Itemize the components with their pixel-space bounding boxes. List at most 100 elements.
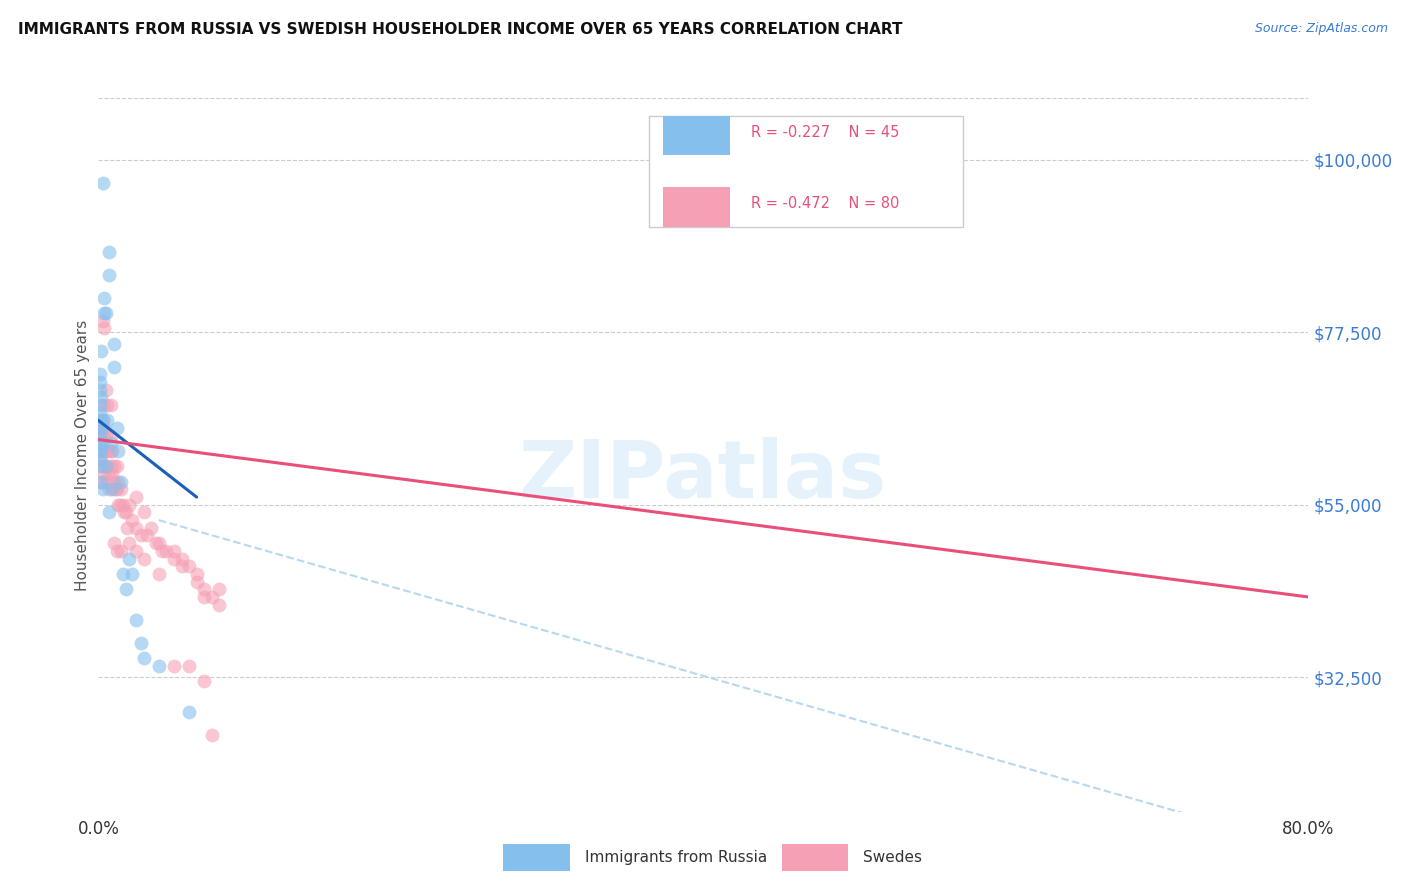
Point [186,566,208,581]
Point [100,444,122,458]
Point [103,359,125,374]
Point [112,506,135,520]
Point [91,313,114,327]
Point [129,528,152,542]
Point [90,444,112,458]
Point [186,574,208,589]
Point [193,582,215,597]
Point [105,483,128,497]
Point [89,444,111,458]
Point [105,544,128,558]
Point [125,613,148,627]
Point [89,451,111,466]
Point [96,459,118,474]
Point [132,551,155,566]
Point [98,467,121,482]
FancyBboxPatch shape [648,116,963,227]
Point [96,398,118,412]
Point [135,528,157,542]
Point [89,421,111,435]
Point [103,536,125,550]
Point [208,582,231,597]
Point [208,598,231,612]
Point [90,428,112,442]
Point [121,566,143,581]
Point [90,344,112,359]
Point [89,406,111,420]
Point [110,475,132,489]
Point [148,566,170,581]
Point [94,459,117,474]
Point [89,459,111,474]
FancyBboxPatch shape [664,187,730,227]
Point [118,536,141,550]
Point [96,444,118,458]
Point [89,375,111,389]
Point [93,467,115,482]
Text: Source: ZipAtlas.com: Source: ZipAtlas.com [1254,22,1388,36]
Point [114,582,136,597]
Text: ZIPatlas: ZIPatlas [519,437,887,516]
Point [90,390,112,404]
Text: IMMIGRANTS FROM RUSSIA VS SWEDISH HOUSEHOLDER INCOME OVER 65 YEARS CORRELATION C: IMMIGRANTS FROM RUSSIA VS SWEDISH HOUSEH… [18,22,903,37]
Point [93,306,115,320]
Point [163,659,186,673]
Point [93,444,115,458]
Point [111,566,134,581]
Point [89,428,111,442]
Point [91,413,114,427]
Point [91,398,114,412]
Point [132,651,155,665]
Point [132,506,155,520]
Point [201,728,224,742]
Point [101,444,124,458]
Point [103,459,125,474]
Point [150,544,173,558]
Point [114,506,136,520]
Point [125,490,148,504]
Point [89,398,111,412]
Point [179,705,201,719]
Point [111,498,134,512]
Point [94,306,117,320]
Point [193,674,215,689]
Point [94,428,117,442]
Point [89,383,111,397]
Point [93,291,115,305]
Point [96,413,118,427]
Point [90,475,112,489]
Point [94,383,117,397]
Point [121,513,143,527]
Text: R = -0.227    N = 45: R = -0.227 N = 45 [751,125,900,139]
Point [170,551,193,566]
Point [155,544,177,558]
Point [107,444,129,458]
Point [107,498,129,512]
Point [163,551,186,566]
Point [89,421,111,435]
Point [145,536,167,550]
Point [179,659,201,673]
Point [94,444,117,458]
Point [163,544,186,558]
Point [89,368,111,382]
Point [100,459,122,474]
Point [98,244,121,259]
FancyBboxPatch shape [664,116,730,155]
Point [105,421,128,435]
Point [118,498,141,512]
Point [100,398,122,412]
Point [90,444,112,458]
Point [101,467,124,482]
Point [91,413,114,427]
Point [129,636,152,650]
Point [170,559,193,574]
Point [91,436,114,450]
Text: Immigrants from Russia: Immigrants from Russia [585,850,766,865]
Point [101,483,124,497]
Point [91,459,114,474]
FancyBboxPatch shape [782,844,848,871]
Point [148,536,170,550]
Point [100,428,122,442]
Point [93,421,115,435]
